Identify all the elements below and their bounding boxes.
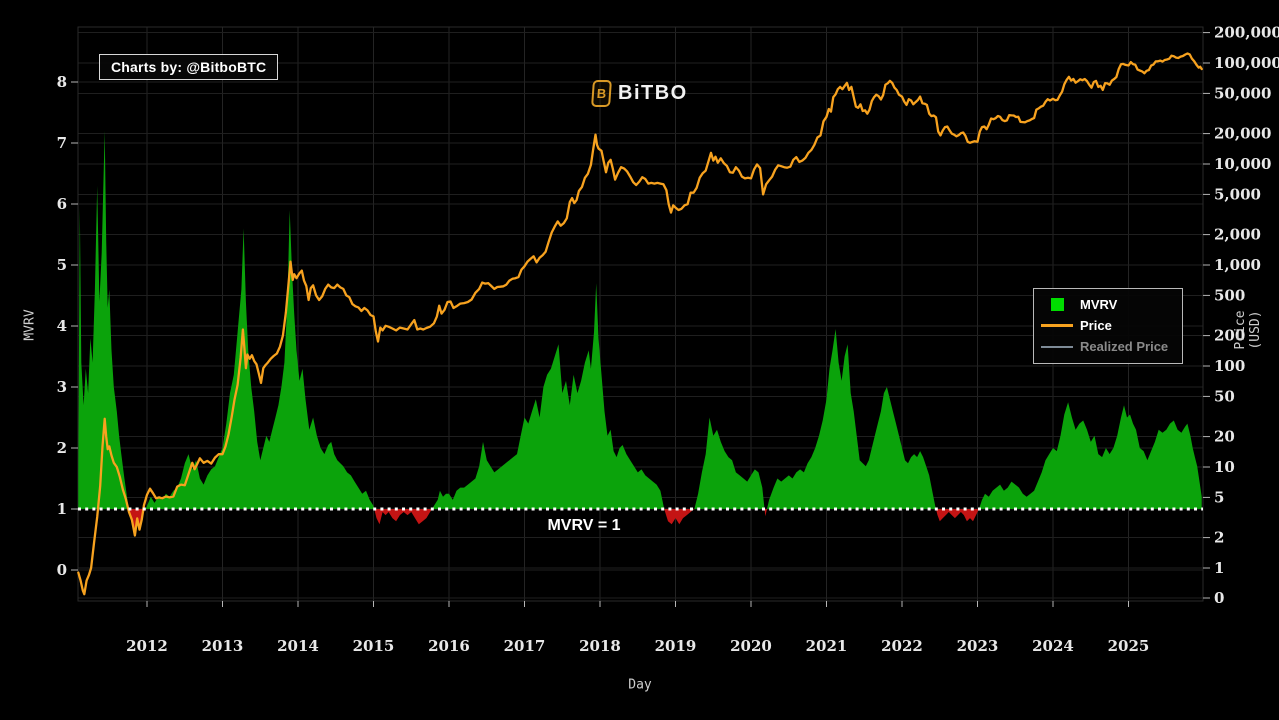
svg-text:10: 10 — [1214, 458, 1235, 476]
legend-label-mvrv: MVRV — [1080, 297, 1118, 312]
svg-text:1: 1 — [57, 500, 67, 518]
x-axis-title: Day — [628, 677, 652, 693]
svg-text:5: 5 — [57, 256, 67, 274]
svg-text:2013: 2013 — [202, 637, 244, 655]
watermark-badge: Charts by: @BitboBTC — [99, 54, 279, 80]
svg-text:5,000: 5,000 — [1214, 185, 1261, 203]
svg-text:2023: 2023 — [957, 637, 999, 655]
svg-text:8: 8 — [57, 73, 67, 91]
svg-text:10,000: 10,000 — [1214, 155, 1271, 173]
svg-text:2012: 2012 — [126, 637, 168, 655]
legend-label-price: Price — [1080, 318, 1112, 333]
svg-text:2024: 2024 — [1032, 637, 1074, 655]
mvrv-threshold-label: MVRV = 1 — [547, 517, 621, 534]
svg-text:50,000: 50,000 — [1214, 84, 1271, 102]
bitbo-b-icon: B — [591, 80, 612, 107]
svg-text:4: 4 — [57, 317, 67, 335]
svg-text:0: 0 — [57, 561, 67, 579]
svg-text:2014: 2014 — [277, 637, 319, 655]
legend: MVRV Price Realized Price — [1033, 288, 1183, 364]
legend-label-realized-price: Realized Price — [1080, 339, 1169, 354]
y-axis-title-left: MVRV — [22, 309, 38, 341]
svg-text:100,000: 100,000 — [1214, 54, 1279, 72]
mvrv-swatch-icon — [1034, 298, 1080, 311]
svg-text:2015: 2015 — [353, 637, 395, 655]
y-axis-left-ticks: 0 1 2 3 4 5 6 7 8 — [57, 73, 78, 579]
svg-text:5: 5 — [1214, 488, 1224, 506]
y-axis-right-ticks: 200,000 100,000 50,000 20,000 10,000 5,000 2,0… — [1203, 24, 1279, 607]
svg-text:2,000: 2,000 — [1214, 226, 1261, 244]
svg-text:2021: 2021 — [806, 637, 848, 655]
svg-text:200: 200 — [1214, 327, 1245, 345]
svg-text:500: 500 — [1214, 286, 1245, 304]
svg-text:20,000: 20,000 — [1214, 125, 1271, 143]
svg-text:6: 6 — [57, 195, 67, 213]
price-line-series — [77, 52, 1203, 596]
svg-text:2025: 2025 — [1108, 637, 1150, 655]
legend-item-price[interactable]: Price — [1034, 315, 1182, 336]
svg-text:2020: 2020 — [730, 637, 772, 655]
svg-text:20: 20 — [1214, 428, 1235, 446]
svg-text:50: 50 — [1214, 387, 1235, 405]
svg-text:2018: 2018 — [579, 637, 621, 655]
price-line-swatch-icon — [1034, 324, 1080, 327]
svg-text:7: 7 — [57, 134, 67, 152]
realized-price-line-swatch-icon — [1034, 345, 1080, 348]
svg-text:2019: 2019 — [655, 637, 697, 655]
svg-text:0: 0 — [1214, 589, 1224, 607]
svg-text:3: 3 — [57, 378, 67, 396]
svg-text:1: 1 — [1214, 559, 1224, 577]
svg-text:2: 2 — [57, 439, 67, 457]
x-axis-ticks: 2012 2013 2014 2015 2016 2017 2018 2019 2020 2021… — [126, 601, 1149, 655]
svg-text:2: 2 — [1214, 529, 1224, 547]
y-axis-title-right: Price (USD) — [1233, 310, 1263, 350]
bitbo-logo-text: BiTBO — [618, 82, 688, 104]
svg-text:2016: 2016 — [428, 637, 470, 655]
plot-border — [77, 26, 1204, 602]
svg-text:2022: 2022 — [881, 637, 923, 655]
legend-item-mvrv[interactable]: MVRV — [1034, 294, 1182, 315]
svg-text:100: 100 — [1214, 357, 1245, 375]
svg-text:2017: 2017 — [504, 637, 546, 655]
svg-text:200,000: 200,000 — [1214, 24, 1279, 42]
legend-item-realized-price[interactable]: Realized Price — [1034, 336, 1182, 357]
svg-text:1,000: 1,000 — [1214, 256, 1261, 274]
bitbo-logo: B BiTBO — [591, 80, 688, 107]
